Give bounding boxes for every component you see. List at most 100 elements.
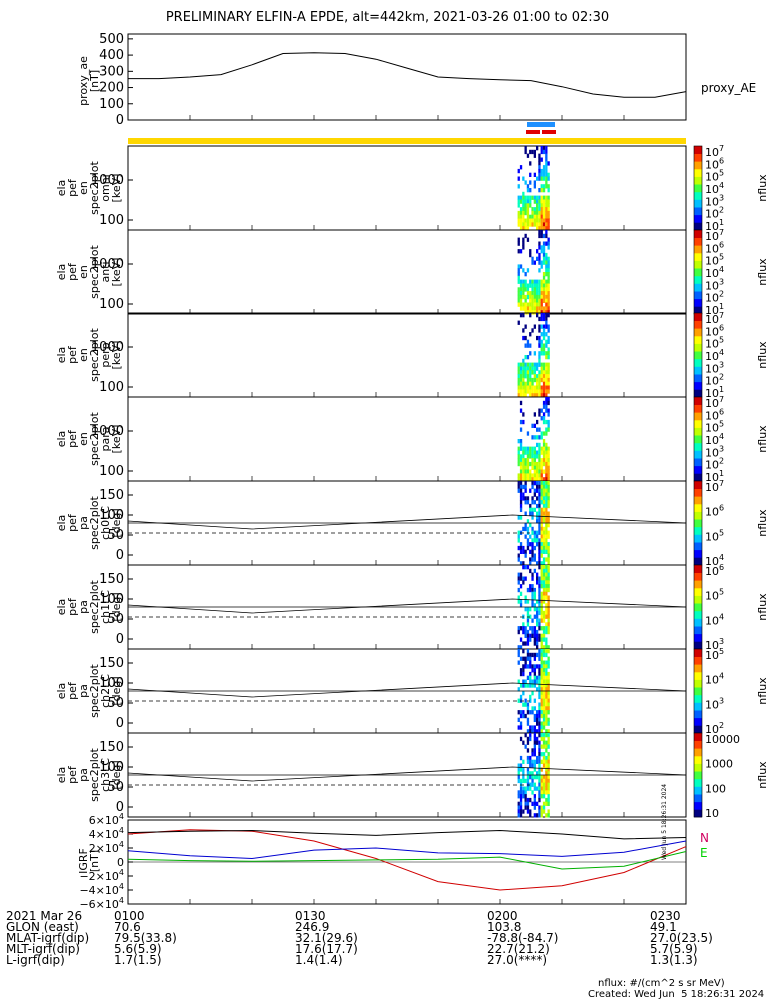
spectrogram-cell (536, 511, 539, 516)
spectrogram-cell (529, 679, 532, 684)
spectrogram-cell (517, 481, 520, 486)
spectrogram-cell (531, 500, 534, 505)
colorbar-segment (694, 214, 702, 223)
spectrogram-cell (526, 771, 530, 776)
spectrogram-cell (519, 645, 523, 650)
spectrogram-cell (547, 268, 550, 273)
spectrogram-cell (538, 733, 541, 738)
spectrogram-cell (517, 652, 520, 658)
colorbar-segment (694, 771, 702, 780)
spectrogram-cell (522, 794, 525, 799)
spectrogram-cell (542, 245, 546, 250)
spectrogram-cell (522, 641, 525, 646)
spectrogram-cell (540, 184, 543, 189)
spectrogram-cell (529, 310, 532, 315)
spectrogram-cell (542, 530, 546, 535)
spectrogram-cell (522, 214, 525, 219)
spectrogram-cell (517, 805, 520, 810)
spectrogram-cell (547, 488, 550, 493)
spectrogram-cell (536, 771, 539, 776)
colorbar-tick-label: 106 (705, 563, 724, 578)
spectrogram-cell (524, 683, 527, 688)
spectrogram-cell (542, 576, 546, 581)
spectrogram-cell (531, 222, 534, 227)
spectrogram-cell (545, 683, 548, 688)
spectrogram-cell (542, 545, 546, 551)
spectrogram-cell (522, 222, 525, 227)
spectrogram-cell (538, 729, 541, 734)
spectrogram-cell (529, 214, 532, 219)
spectrogram-cell (536, 176, 539, 181)
spectrogram-cell (533, 393, 536, 398)
spectrogram-cell (542, 565, 546, 570)
spectrogram-cell (536, 736, 539, 742)
spectrogram-cell (517, 268, 520, 273)
spectrogram-cell (538, 339, 541, 344)
spectrogram-cell (542, 316, 546, 322)
spectrogram-cell (522, 526, 525, 532)
spectrogram-cell (529, 218, 532, 223)
spectrogram-cell (531, 652, 534, 658)
spectrogram-cell (545, 679, 548, 684)
spectrogram-cell (524, 374, 527, 379)
spectrogram-cell (531, 618, 534, 623)
spectrogram-cell (540, 565, 543, 570)
spectrogram-cell (522, 291, 525, 296)
spectrogram-cell (540, 450, 543, 455)
colorbar-label: nflux (756, 258, 769, 286)
colorbar-segment (694, 328, 702, 337)
spectrogram-cell (529, 302, 532, 307)
spectrogram-cell (538, 385, 541, 390)
spectrogram-cell (538, 637, 541, 642)
spectrogram-cell (545, 374, 548, 379)
spectrogram-cell (540, 572, 543, 577)
colorbar-segment (694, 755, 702, 764)
spectrogram-cell (540, 614, 543, 619)
spectrogram-panel-4 (127, 396, 703, 482)
spectrogram-cell (540, 534, 543, 539)
spectrogram-cell (517, 679, 520, 684)
spectrogram-cell (531, 664, 534, 669)
spectrogram-cell (545, 233, 548, 239)
colorbar-segment (694, 184, 702, 193)
spectrogram-cell (547, 496, 550, 501)
spectrogram-cell (524, 146, 527, 151)
colorbar-tick-label: 104 (705, 348, 724, 363)
spectrogram-cell (531, 763, 534, 768)
spectrogram-cell (542, 176, 546, 181)
spectrogram-cell (536, 283, 539, 288)
spectrogram-cell (540, 461, 543, 467)
spectrogram-cell (536, 481, 539, 486)
spectrogram-cell (538, 633, 541, 638)
spectrogram-cell (533, 713, 536, 719)
spectrogram-cell (522, 477, 525, 482)
spectrogram-cell (547, 790, 550, 795)
spectrogram-cell (522, 664, 525, 669)
colorbar-segment (694, 534, 702, 543)
spectrogram-cell (538, 172, 541, 177)
spectrogram-cell (526, 538, 530, 543)
spectrogram-cell (529, 195, 532, 200)
spectrogram-cell (529, 283, 532, 288)
spectrogram-cell (536, 786, 539, 791)
spectrogram-cell (547, 794, 550, 799)
spectrogram-cell (542, 805, 546, 810)
spectrogram-cell (533, 775, 536, 780)
spectrogram-cell (538, 256, 541, 261)
spectrogram-cell (529, 180, 532, 185)
spectrogram-cell (522, 790, 525, 795)
spectrogram-cell (529, 370, 532, 375)
spectrogram-cell (542, 496, 546, 501)
spectrogram-cell (540, 306, 543, 311)
footer-row-value: -78.8(-84.7) (487, 931, 559, 945)
spectrogram-cell (531, 294, 534, 300)
colorbar-segment (694, 542, 702, 551)
spectrogram-cell (538, 316, 541, 322)
colorbar-tick-label: 105 (705, 528, 724, 543)
spectrogram-cell (536, 687, 539, 692)
spectrogram-cell (542, 458, 546, 463)
spectrogram-cell (545, 294, 548, 300)
spectrogram-cell (531, 603, 534, 608)
ae-frame (127, 33, 687, 121)
spectrogram-cell (538, 442, 541, 448)
